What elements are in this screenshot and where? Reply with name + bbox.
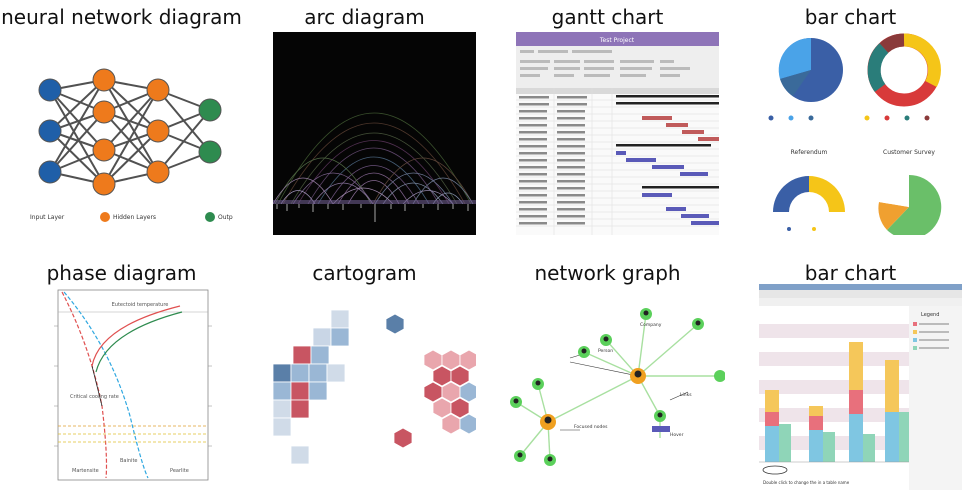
stacked-bars (765, 342, 909, 462)
semi-donut (773, 176, 845, 212)
gantt-chart-thumbnail: Test Project (516, 32, 719, 235)
network-graph-thumbnail: Company Person Links Focused nodes Hover (510, 288, 725, 491)
panel-title: bar chart (804, 261, 897, 285)
stacked-bar-thumbnail: Legend (759, 284, 962, 490)
dashboard-thumbnail: Referendum Customer Survey (759, 32, 962, 235)
focused-nodes-label: Focused nodes (574, 424, 608, 430)
output-nodes (198, 98, 222, 164)
subtitle-referendum: Referendum (791, 149, 828, 156)
panel-bar-chart-app: bar chart Legend (729, 256, 970, 504)
panel-title: gantt chart (551, 5, 664, 29)
input-nodes (38, 78, 62, 184)
panel-title: bar chart (804, 5, 897, 29)
pie-chart (778, 37, 843, 102)
panel-phase-diagram: phase diagram Eutectoid temperature Crit… (0, 256, 243, 504)
phase-diagram-thumbnail: Eutectoid temperature Critical cooling r… (30, 286, 233, 489)
arc-diagram-thumbnail (273, 32, 476, 235)
legend-title: Legend (921, 312, 939, 318)
status-hint: Double click to change the in a table na… (763, 480, 850, 485)
cartogram-thumbnail (273, 288, 476, 491)
links-label: Links (680, 392, 692, 398)
panel-title: neural network diagram (1, 5, 242, 29)
company-label: Company (640, 322, 662, 328)
martensite-label: Martensite (72, 468, 99, 474)
legend-hidden-label: Hidden Layers (113, 214, 156, 221)
hover-label: Hover (670, 432, 684, 438)
legend-input-label: Input Layer (30, 214, 65, 221)
panel-gantt-chart: gantt chart Test Project (486, 0, 729, 248)
critical-cooling-label: Critical cooling rate (70, 394, 119, 400)
neural-network-thumbnail: Input Layer Hidden Layers Outp (10, 32, 233, 235)
panel-title: cartogram (312, 261, 417, 285)
panel-network-graph: network graph (486, 256, 729, 504)
panel-title: network graph (534, 261, 681, 285)
panel-title: arc diagram (304, 5, 425, 29)
subtitle-customer-survey: Customer Survey (883, 149, 935, 156)
hidden-nodes (92, 68, 170, 196)
panel-arc-diagram: arc diagram (243, 0, 486, 248)
donut-chart (867, 33, 941, 107)
person-label: Person (598, 348, 613, 354)
panel-bar-chart-dashboard: bar chart Referendum (729, 0, 970, 248)
bainite-label: Bainite (120, 458, 137, 464)
panel-neural-network: neural network diagram (0, 0, 243, 248)
legend-output-label: Outp (218, 214, 233, 221)
panel-cartogram: cartogram (243, 256, 486, 504)
pearlite-label: Pearlite (170, 468, 189, 474)
eutectoid-label: Eutectoid temperature (112, 302, 169, 308)
gantt-header-text: Test Project (599, 37, 635, 44)
panel-title: phase diagram (46, 261, 197, 285)
pie-survey (878, 174, 942, 235)
